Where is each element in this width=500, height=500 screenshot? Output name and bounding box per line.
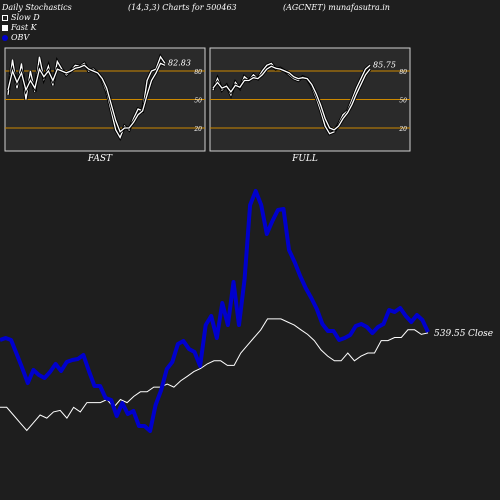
full-value-label: 85.75 bbox=[373, 60, 396, 69]
legend-slow-d: Slow D bbox=[2, 13, 40, 23]
price-value-label: 539.55 bbox=[434, 329, 466, 339]
legend-fast-k-label: Fast K bbox=[11, 23, 37, 32]
chart-title: Daily Stochastics bbox=[2, 3, 72, 12]
legend-obv-swatch bbox=[2, 35, 8, 41]
price-line bbox=[0, 318, 429, 432]
full-level-label-50: 50 bbox=[399, 98, 407, 105]
fast-value-label: 82.83 bbox=[168, 58, 191, 67]
legend-slow-d-swatch bbox=[2, 15, 8, 21]
fast-level-label-50: 50 bbox=[194, 98, 202, 105]
full-level-label-20: 20 bbox=[398, 126, 407, 133]
legend-fast-k: Fast K bbox=[2, 23, 40, 33]
fast-level-label-80: 80 bbox=[194, 69, 202, 76]
close-label: Close bbox=[468, 329, 493, 339]
legend: Slow D Fast K OBV bbox=[2, 13, 40, 43]
full-slow-d-line bbox=[212, 65, 371, 131]
chart-params: (14,3,3) Charts for 500463 bbox=[128, 3, 237, 12]
legend-slow-d-label: Slow D bbox=[11, 13, 40, 22]
fast-level-label-20: 20 bbox=[193, 126, 202, 133]
fast-slow-d-line bbox=[7, 62, 166, 133]
fast-panel-label: FAST bbox=[87, 154, 113, 164]
legend-obv-label: OBV bbox=[11, 33, 30, 42]
legend-fast-k-swatch bbox=[2, 25, 8, 31]
site-label: (AGCNET) munafasutra.in bbox=[283, 3, 390, 12]
full-level-label-80: 80 bbox=[399, 69, 407, 76]
obv-line bbox=[0, 189, 430, 433]
full-panel-label: FULL bbox=[291, 154, 318, 164]
legend-obv: OBV bbox=[2, 33, 40, 43]
